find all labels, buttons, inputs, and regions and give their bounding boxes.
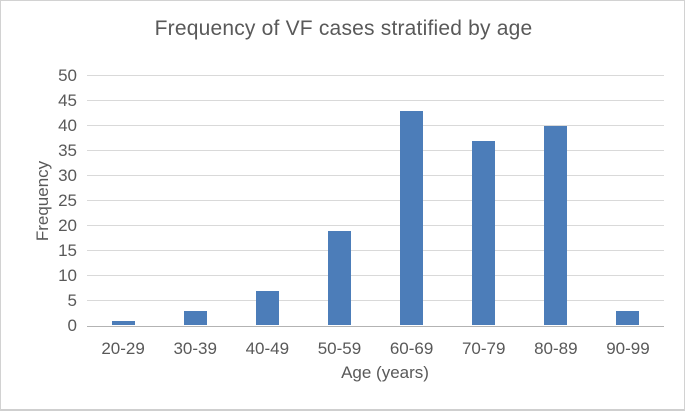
- gridline: [87, 175, 664, 177]
- gridline: [87, 275, 664, 277]
- y-tick-label: 0: [67, 316, 77, 335]
- y-axis-title: Frequency: [33, 160, 52, 242]
- x-tick-label: 60-69: [389, 339, 434, 358]
- y-tick-label: 10: [58, 265, 77, 285]
- bar-20-29: [111, 320, 135, 326]
- bar-50-59: [327, 230, 351, 326]
- x-tick-label: 40-49: [245, 339, 290, 358]
- gridline: [87, 75, 664, 76]
- y-tick-label: 35: [58, 140, 77, 160]
- x-tick-label: 90-99: [606, 339, 650, 358]
- bar-80-89: [544, 125, 568, 326]
- gridline: [87, 200, 664, 202]
- bar-70-79: [472, 140, 496, 326]
- x-tick-label: 30-39: [173, 339, 217, 358]
- x-axis-title: Age (years): [341, 363, 429, 382]
- y-tick-label: 25: [58, 190, 77, 210]
- bar-90-99: [616, 310, 640, 326]
- gridline: [87, 100, 664, 102]
- y-tick-label: 15: [58, 240, 77, 260]
- gridline: [87, 150, 664, 152]
- x-tick-label: 20-29: [101, 339, 145, 358]
- x-tick-label: 70-79: [461, 339, 506, 358]
- chart-title: Frequency of VF cases stratified by age: [154, 17, 533, 40]
- x-tick-label: 50-59: [317, 339, 362, 358]
- x-axis-line: [87, 325, 664, 327]
- y-tick-label: 45: [58, 90, 77, 110]
- y-tick-label: 30: [58, 165, 77, 185]
- gridline: [87, 125, 664, 127]
- gridline: [87, 225, 664, 227]
- y-tick-label: 50: [58, 65, 77, 85]
- y-tick-label: 40: [58, 115, 77, 135]
- gridline: [87, 300, 664, 302]
- y-tick-label: 5: [67, 290, 77, 310]
- bar-40-49: [255, 290, 279, 326]
- bar-30-39: [183, 310, 207, 326]
- bar-60-69: [400, 110, 424, 326]
- gridline: [87, 250, 664, 252]
- y-tick-label: 20: [58, 215, 77, 235]
- x-tick-label: 80-89: [534, 339, 578, 358]
